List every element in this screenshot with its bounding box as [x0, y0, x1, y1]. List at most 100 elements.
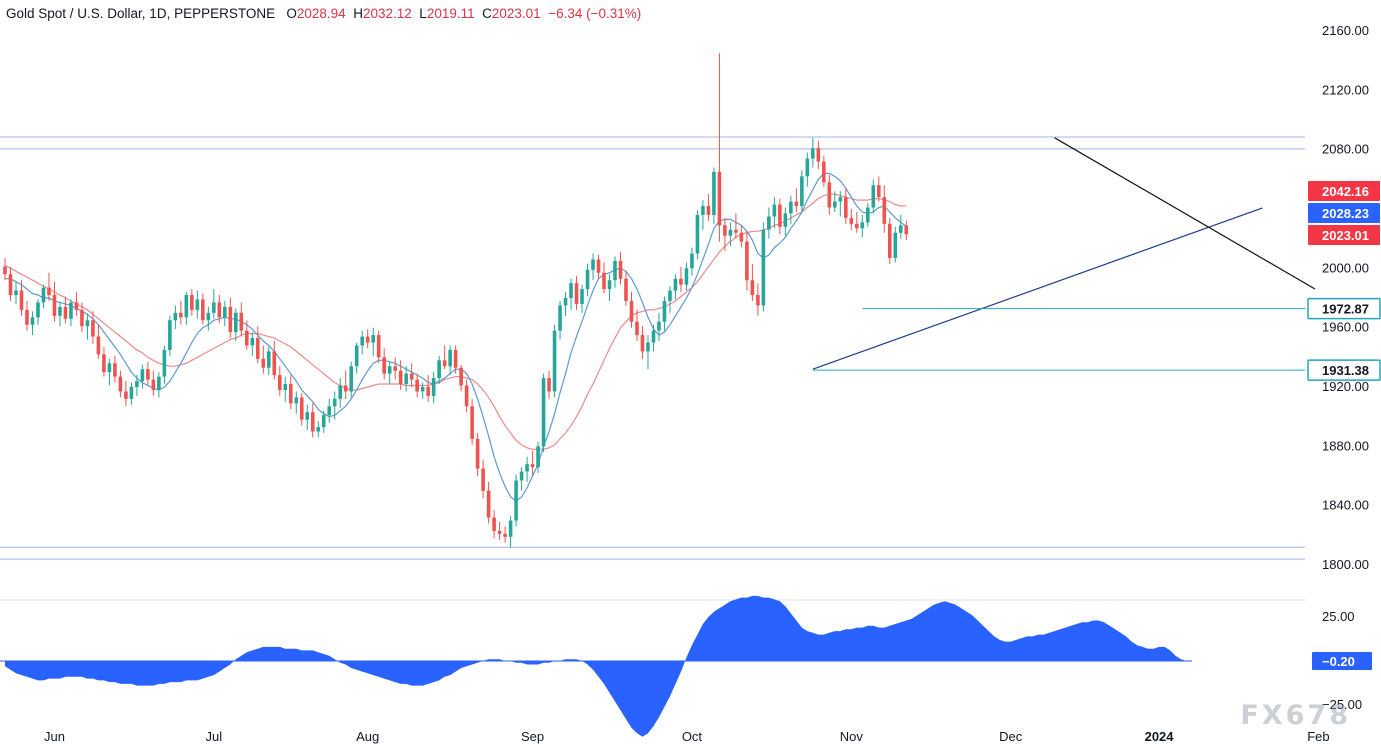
candle	[635, 309, 639, 342]
candle	[305, 404, 310, 431]
candle-body	[179, 312, 183, 318]
oscillator-value-tag	[1312, 652, 1372, 670]
price-tick-label: 2120.00	[1322, 82, 1369, 97]
candle	[563, 292, 568, 316]
candle-body	[14, 290, 18, 296]
candle	[343, 370, 348, 399]
candle-body	[382, 357, 386, 374]
candle	[228, 298, 233, 339]
candle-body	[734, 229, 738, 233]
candle-body	[596, 259, 601, 273]
candle-body	[250, 338, 255, 346]
candle-body	[223, 306, 227, 318]
price-tag-box	[1308, 203, 1380, 223]
candle-body	[316, 427, 321, 432]
candle-body	[470, 406, 474, 439]
candle-body	[723, 225, 727, 236]
candle	[844, 188, 848, 224]
candle	[882, 185, 887, 233]
candle-body	[393, 366, 397, 371]
candle	[536, 441, 540, 474]
candle	[283, 376, 288, 402]
candle-body	[651, 330, 656, 343]
candle-body	[585, 269, 590, 290]
candle-body	[481, 468, 485, 491]
candle-body	[569, 283, 573, 298]
candle	[25, 300, 29, 331]
candle	[442, 345, 447, 370]
candle-body	[135, 381, 139, 387]
price-tick-label: 1920.00	[1322, 379, 1369, 394]
open-label: O	[286, 6, 297, 21]
watermark-logo: FX678	[1240, 700, 1351, 731]
price-axis: 2160.00 2120.00 2080.00 2000.00 1960.00 1920.…	[1322, 23, 1369, 572]
candle	[767, 207, 771, 239]
candle	[602, 262, 606, 294]
candle-body	[288, 384, 293, 404]
candle-body	[206, 312, 211, 321]
candle	[492, 510, 496, 539]
candle-body	[437, 360, 441, 379]
candle	[497, 521, 502, 540]
candle	[234, 308, 238, 342]
candle-body	[800, 176, 804, 207]
candle-body	[217, 302, 222, 318]
ascending-support-trendline	[812, 207, 1263, 370]
candle	[173, 305, 178, 330]
price-tag-box	[1307, 297, 1381, 320]
change-value: −6.34 (−0.31%)	[548, 6, 642, 21]
candle-body	[904, 225, 909, 235]
candle-body	[668, 290, 672, 301]
candle	[47, 272, 51, 301]
candle	[541, 373, 546, 453]
candle	[876, 176, 881, 202]
oscillator-tick-label: −25.00	[1322, 697, 1362, 712]
candle	[783, 207, 788, 236]
candle-body	[750, 280, 755, 296]
candle-body	[371, 335, 376, 343]
candle-body	[283, 384, 288, 390]
candle	[470, 398, 474, 445]
candle	[574, 275, 579, 310]
candle-body	[239, 312, 244, 331]
candle-body	[47, 287, 51, 296]
candle-body	[173, 312, 178, 321]
candle	[684, 262, 689, 291]
candle-body	[690, 253, 694, 269]
candle-body	[124, 391, 128, 399]
price-tick-label: 1880.00	[1322, 438, 1369, 453]
candle	[272, 341, 277, 380]
candle-body	[91, 320, 95, 337]
symbol-title: Gold Spot / U.S. Dollar, 1D, PEPPERSTONE	[6, 6, 276, 21]
candle-body	[30, 317, 35, 325]
candle	[695, 210, 700, 260]
candle-body	[541, 378, 546, 447]
high-label: H	[353, 6, 363, 21]
candle	[206, 306, 211, 331]
price-tag-support: 1931.38	[1307, 359, 1381, 381]
candle-body	[816, 148, 821, 162]
candle-body	[360, 336, 365, 346]
candle	[376, 330, 381, 364]
ma-slow-line	[4, 193, 907, 450]
candle	[327, 398, 332, 423]
candle	[168, 315, 172, 356]
price-tick-label: 1840.00	[1322, 498, 1369, 513]
candle-body	[294, 397, 299, 404]
price-tag-last: 2023.01	[1308, 225, 1380, 245]
candle	[157, 372, 161, 398]
candle	[640, 326, 645, 359]
ma-fast-line	[5, 172, 907, 502]
candle-body	[893, 232, 898, 258]
candle-body	[887, 223, 892, 258]
candle-body	[563, 298, 568, 306]
candle-body	[591, 259, 595, 270]
candle	[613, 256, 617, 288]
price-tag-box	[1307, 359, 1381, 381]
candle-body	[706, 206, 711, 215]
candle-body	[772, 204, 777, 217]
candle-body	[255, 338, 260, 359]
candle-body	[431, 378, 436, 396]
candle	[415, 373, 419, 398]
